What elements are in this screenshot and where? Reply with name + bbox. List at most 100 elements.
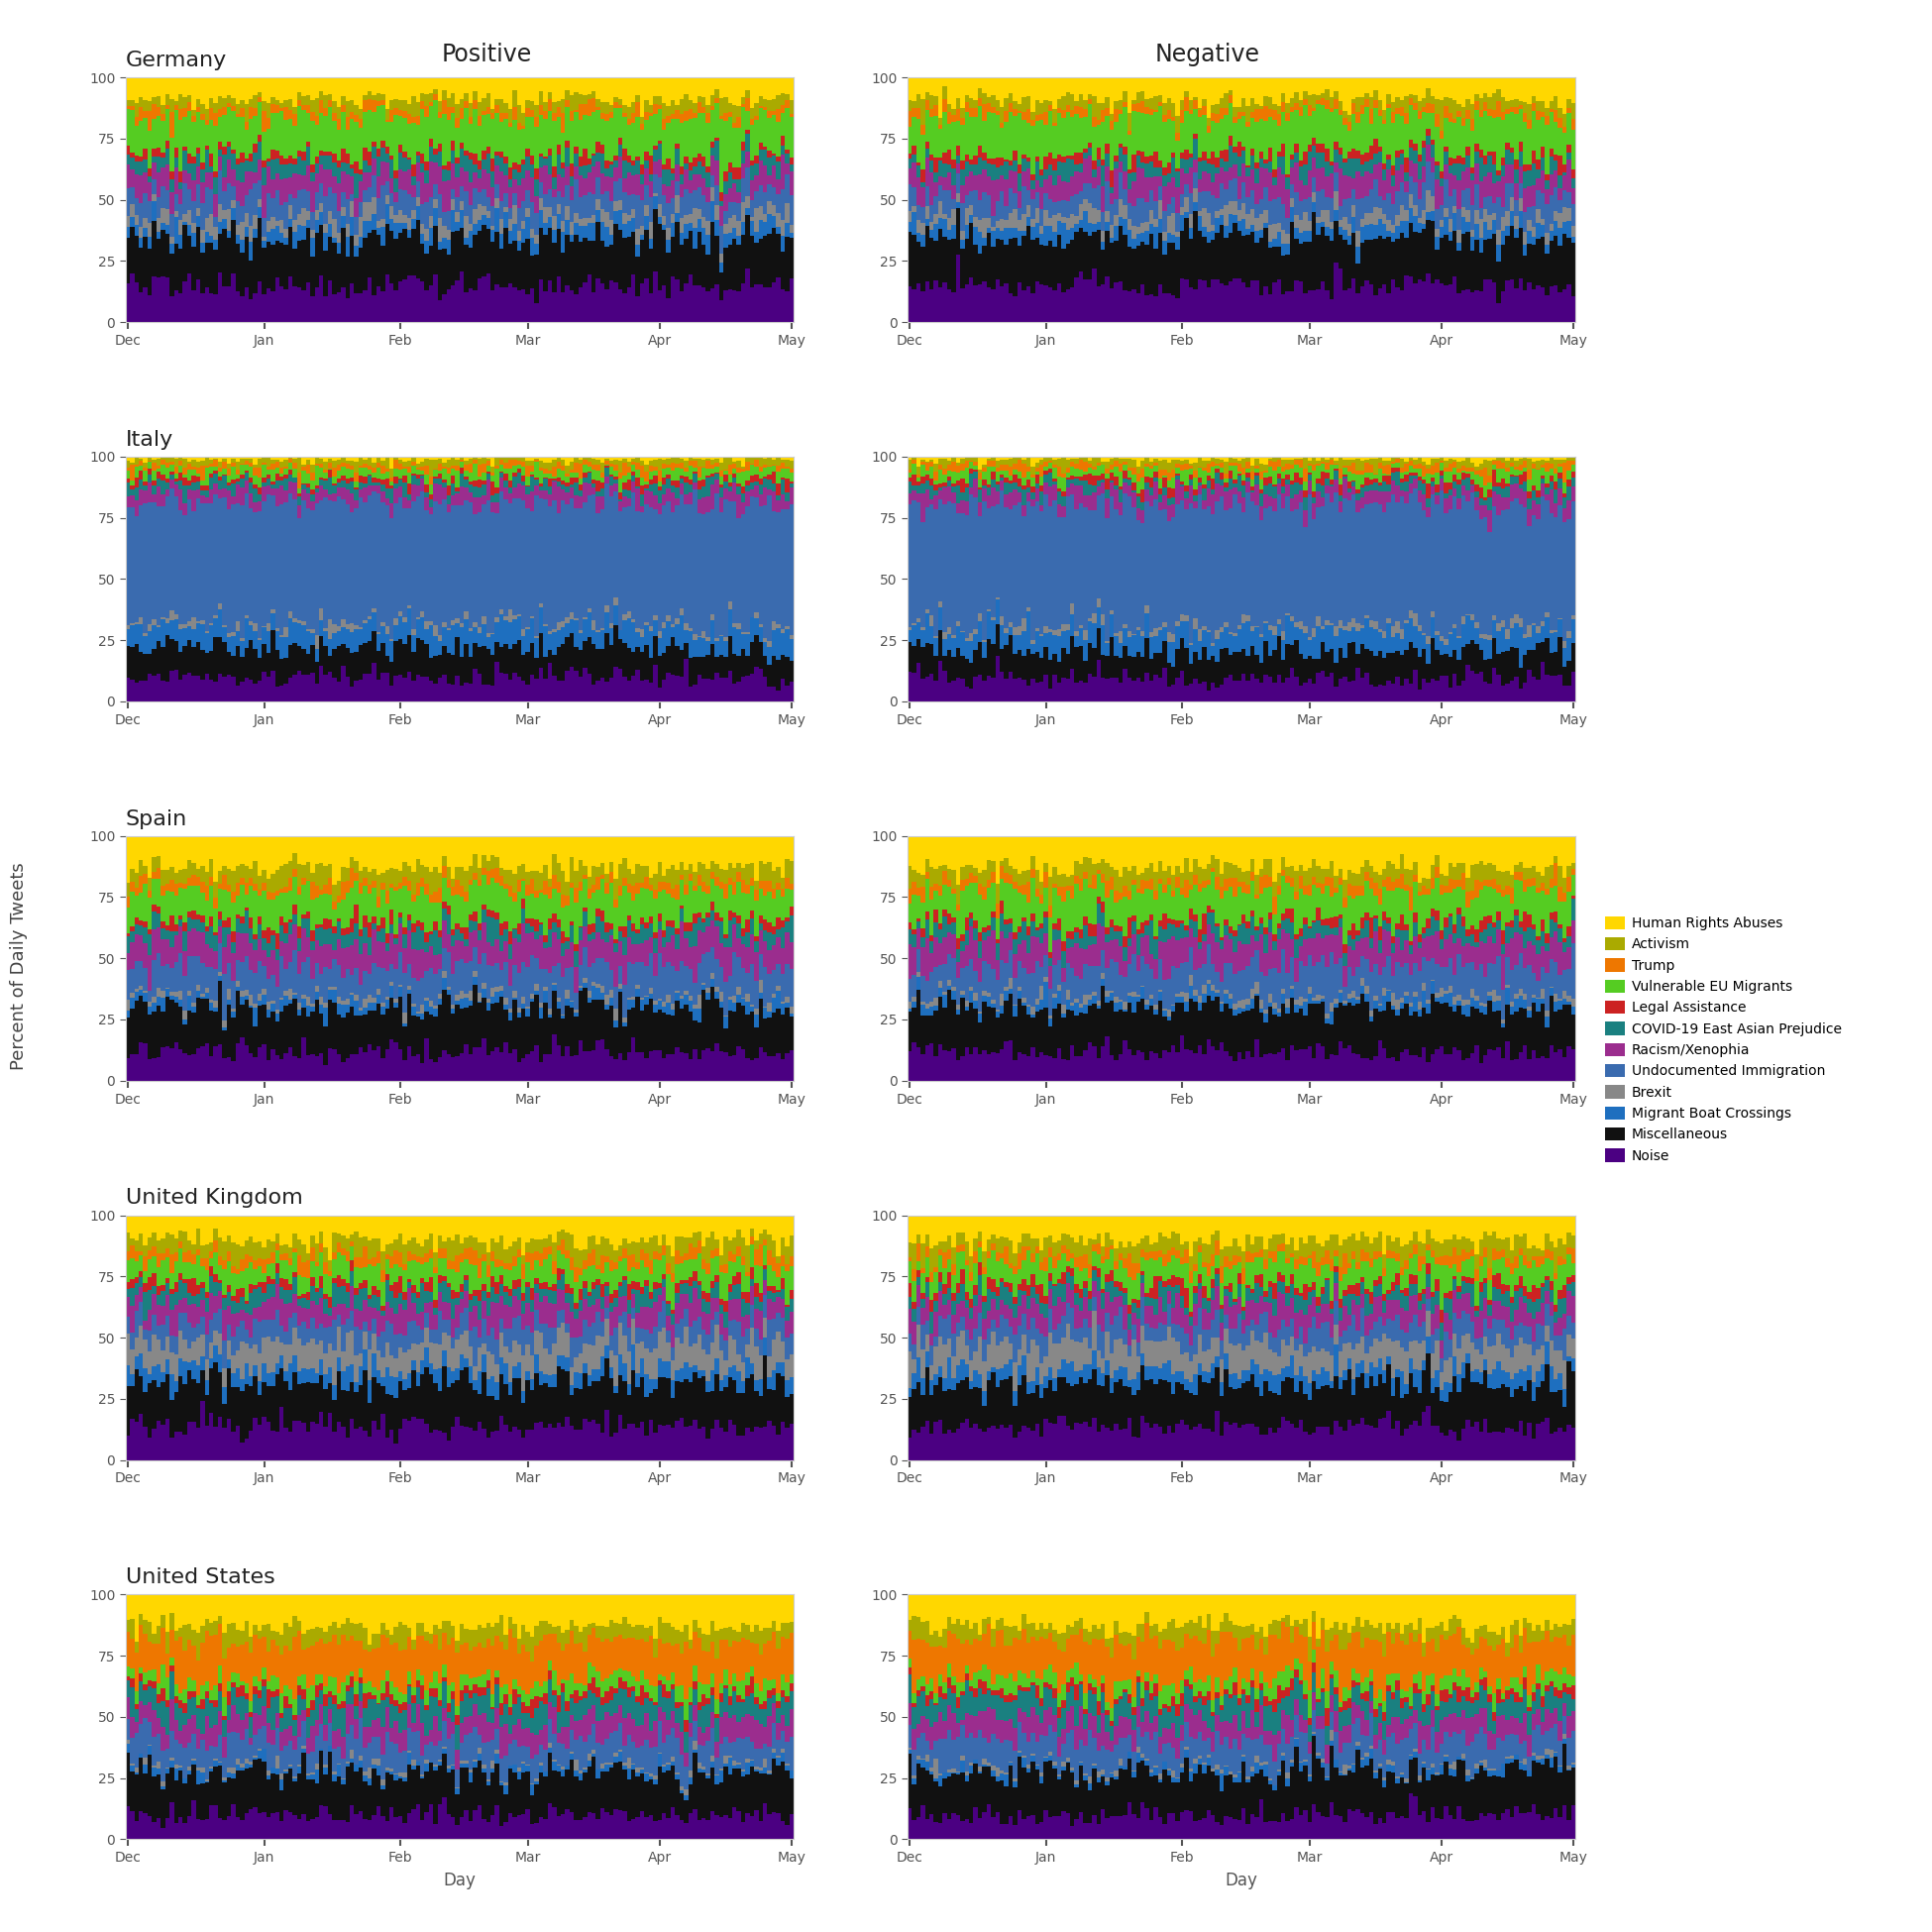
Bar bbox=[1206, 1275, 1211, 1298]
Bar bbox=[763, 1337, 767, 1356]
Bar bbox=[1418, 199, 1422, 218]
Bar bbox=[1157, 460, 1163, 469]
Bar bbox=[495, 1215, 498, 1242]
Bar bbox=[1236, 1706, 1242, 1731]
Bar bbox=[468, 1428, 473, 1461]
Bar bbox=[508, 931, 512, 945]
Bar bbox=[191, 927, 195, 956]
Bar bbox=[1043, 1055, 1047, 1080]
Bar bbox=[1078, 1310, 1084, 1327]
Bar bbox=[614, 479, 618, 483]
Bar bbox=[156, 626, 160, 641]
Bar bbox=[516, 866, 522, 879]
Bar bbox=[719, 1594, 723, 1629]
Bar bbox=[439, 1700, 442, 1706]
Bar bbox=[1202, 1350, 1206, 1372]
Bar bbox=[415, 1298, 419, 1314]
Bar bbox=[1387, 462, 1391, 466]
Bar bbox=[346, 1594, 350, 1617]
Bar bbox=[632, 837, 636, 873]
Bar bbox=[694, 1808, 697, 1839]
Bar bbox=[987, 1708, 991, 1743]
Bar bbox=[240, 1594, 243, 1631]
Bar bbox=[508, 1617, 512, 1629]
Bar bbox=[508, 1395, 512, 1432]
Bar bbox=[777, 180, 781, 193]
Bar bbox=[384, 972, 390, 997]
Bar bbox=[1163, 1341, 1167, 1364]
Bar bbox=[1078, 456, 1084, 460]
Bar bbox=[222, 1242, 226, 1260]
Bar bbox=[1039, 512, 1043, 634]
Bar bbox=[1233, 1256, 1236, 1265]
Bar bbox=[371, 997, 377, 1003]
Bar bbox=[763, 464, 767, 468]
Bar bbox=[232, 201, 236, 209]
Bar bbox=[583, 1320, 587, 1343]
Bar bbox=[578, 288, 583, 323]
Bar bbox=[1422, 1370, 1426, 1412]
Bar bbox=[535, 1285, 539, 1293]
Bar bbox=[956, 110, 960, 120]
Bar bbox=[912, 290, 916, 323]
Bar bbox=[723, 935, 728, 939]
Bar bbox=[1119, 1594, 1122, 1633]
Bar bbox=[1536, 1690, 1540, 1710]
Bar bbox=[995, 1776, 999, 1781]
Bar bbox=[781, 1362, 784, 1376]
Bar bbox=[657, 77, 663, 97]
Bar bbox=[574, 1690, 578, 1702]
Bar bbox=[1078, 1289, 1084, 1298]
Bar bbox=[1066, 201, 1070, 218]
Bar bbox=[553, 1291, 556, 1304]
Bar bbox=[1242, 881, 1246, 893]
Bar bbox=[622, 294, 626, 323]
Bar bbox=[1260, 1638, 1264, 1671]
Bar bbox=[1009, 160, 1012, 166]
Bar bbox=[288, 962, 292, 989]
Bar bbox=[236, 933, 240, 960]
Bar bbox=[1522, 968, 1526, 993]
Bar bbox=[1484, 1283, 1488, 1298]
Bar bbox=[384, 498, 390, 506]
Bar bbox=[1211, 114, 1215, 120]
Bar bbox=[1526, 1059, 1532, 1080]
Bar bbox=[960, 1594, 964, 1625]
Bar bbox=[684, 659, 688, 701]
Bar bbox=[371, 477, 377, 483]
Bar bbox=[332, 1320, 336, 1350]
Bar bbox=[267, 288, 270, 323]
Bar bbox=[1439, 1244, 1443, 1256]
Bar bbox=[1325, 1594, 1329, 1629]
Bar bbox=[1264, 927, 1267, 933]
Bar bbox=[1522, 1665, 1526, 1677]
Bar bbox=[587, 1265, 591, 1293]
Bar bbox=[636, 469, 639, 477]
Bar bbox=[1399, 854, 1405, 873]
Bar bbox=[1084, 1422, 1088, 1461]
Bar bbox=[626, 77, 632, 106]
Bar bbox=[1316, 456, 1321, 462]
Bar bbox=[498, 153, 504, 158]
Bar bbox=[412, 176, 415, 185]
Bar bbox=[643, 466, 649, 471]
Bar bbox=[759, 160, 763, 185]
Bar bbox=[311, 873, 315, 883]
Bar bbox=[340, 1779, 346, 1783]
Bar bbox=[1329, 1235, 1333, 1260]
Bar bbox=[547, 110, 553, 149]
Bar bbox=[1097, 966, 1101, 1001]
Bar bbox=[468, 1716, 473, 1733]
Bar bbox=[1246, 1010, 1250, 1051]
Bar bbox=[473, 947, 477, 972]
Bar bbox=[570, 1619, 574, 1631]
Bar bbox=[1140, 1803, 1146, 1839]
Bar bbox=[1509, 197, 1515, 211]
Bar bbox=[1395, 458, 1399, 462]
Bar bbox=[1546, 1685, 1549, 1690]
Bar bbox=[143, 288, 147, 323]
Bar bbox=[1061, 647, 1066, 678]
Bar bbox=[1202, 160, 1206, 172]
Bar bbox=[595, 481, 601, 491]
Bar bbox=[429, 1374, 433, 1432]
